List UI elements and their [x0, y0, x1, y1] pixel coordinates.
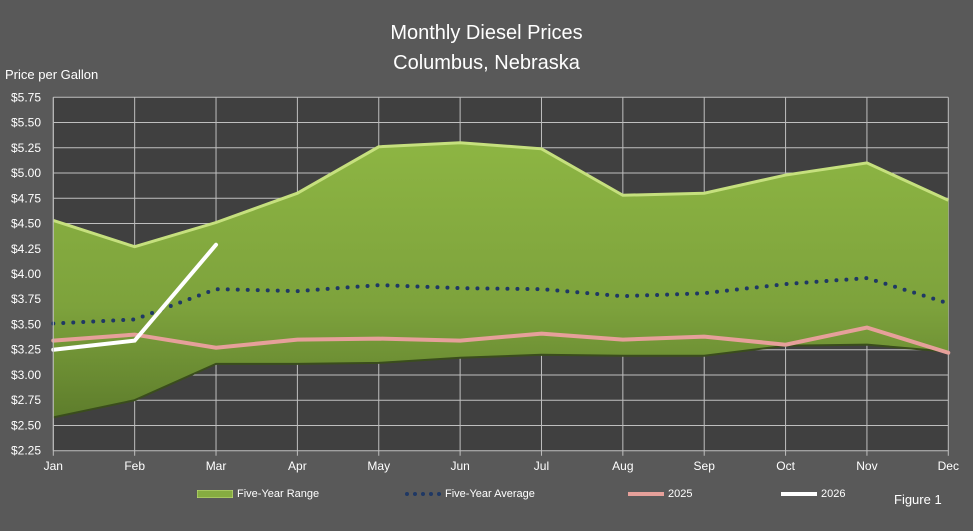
chart-title: Monthly Diesel Prices: [390, 22, 583, 44]
five-year-range-low-edge: [53, 343, 949, 419]
legend-2025-swatch: [628, 492, 664, 496]
y-tick-label: $5.75: [11, 90, 41, 104]
series-2026-line: [51, 242, 219, 352]
legend-average-label: Five-Year Average: [445, 488, 535, 500]
five-year-range-high-edge: [52, 141, 949, 249]
x-tick-label: Mar: [206, 459, 227, 473]
legend-average-swatch: [405, 492, 441, 496]
legend-2026: 2026: [781, 488, 845, 500]
y-tick-label: $3.75: [11, 292, 41, 306]
x-tick-label: Dec: [938, 459, 959, 473]
y-tick-label: $3.25: [11, 343, 41, 357]
legend-average: Five-Year Average: [405, 488, 535, 500]
x-tick-label: Feb: [124, 459, 145, 473]
y-tick-label: $4.75: [11, 191, 41, 205]
five-year-range-area: [53, 142, 949, 418]
x-tick-label: Jul: [534, 459, 549, 473]
chart-subtitle: Columbus, Nebraska: [393, 52, 580, 74]
y-tick-label: $2.25: [11, 444, 41, 458]
y-tick-label: $5.50: [11, 116, 41, 130]
y-tick-label: $2.50: [11, 418, 41, 432]
legend-range-swatch: [197, 490, 233, 498]
legend-2026-label: 2026: [821, 488, 846, 500]
y-tick-label: $4.50: [11, 217, 41, 231]
y-tick-label: $4.00: [11, 267, 41, 281]
y-tick-label: $5.25: [11, 141, 41, 155]
x-tick-label: May: [367, 459, 390, 473]
legend-range: Five-Year Range: [197, 488, 319, 500]
legend-2025-label: 2025: [668, 488, 693, 500]
y-tick-label: $3.00: [11, 368, 41, 382]
y-tick-label: $3.50: [11, 317, 41, 331]
x-tick-label: Jun: [450, 459, 469, 473]
x-tick-label: Sep: [694, 459, 716, 473]
x-tick-label: Jan: [44, 459, 63, 473]
figure-label: Figure 1: [894, 492, 942, 507]
series-2025-line: [51, 325, 951, 355]
x-tick-label: Oct: [776, 459, 795, 473]
x-tick-label: Apr: [288, 459, 307, 473]
x-tick-label: Nov: [856, 459, 877, 473]
legend-2025: 2025: [628, 488, 692, 500]
y-tick-label: $2.75: [11, 393, 41, 407]
legend-range-label: Five-Year Range: [237, 488, 320, 500]
x-tick-label: Aug: [612, 459, 633, 473]
y-tick-label: $4.25: [11, 242, 41, 256]
legend-2026-swatch: [781, 492, 817, 496]
y-axis-label: Price per Gallon: [5, 67, 99, 82]
y-tick-label: $5.00: [11, 166, 41, 180]
